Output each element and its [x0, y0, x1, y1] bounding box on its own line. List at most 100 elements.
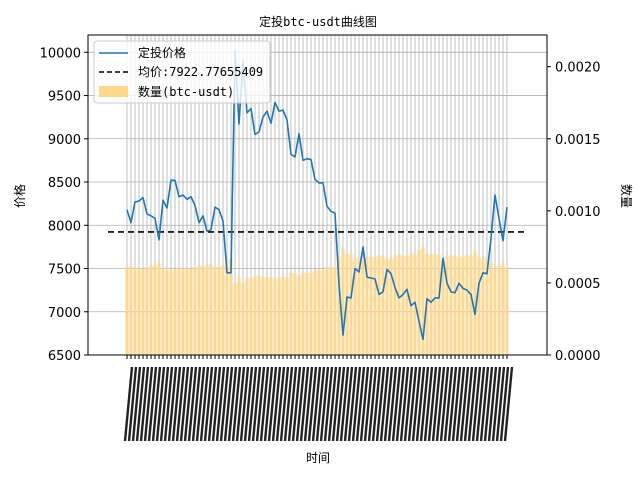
x-tick-label-mark [227, 366, 238, 442]
quantity-bar [325, 267, 329, 355]
quantity-bar [481, 258, 485, 355]
x-tick-label-mark [139, 366, 150, 442]
quantity-bar [461, 255, 465, 355]
quantity-bar [465, 255, 469, 355]
quantity-bar [313, 269, 317, 355]
x-tick-label-mark [131, 366, 142, 442]
x-tick-label-mark [135, 366, 146, 442]
x-tick-label-mark [271, 366, 282, 442]
x-tick-label-mark [235, 366, 246, 442]
x-tick-label-mark [147, 366, 158, 442]
quantity-bar [421, 246, 425, 355]
x-tick-label-mark [503, 366, 514, 442]
x-tick-label-mark [427, 366, 438, 442]
quantity-bar [157, 262, 161, 355]
x-tick-label-mark [287, 366, 298, 442]
x-tick-label-mark [219, 366, 230, 442]
quantity-bar [473, 251, 477, 355]
quantity-bar [501, 262, 505, 355]
x-tick-label-mark [283, 366, 294, 442]
quantity-bar [321, 269, 325, 355]
plot-frame [87, 34, 548, 356]
x-tick-label-mark [211, 366, 222, 442]
y-left-tick-label: 9500 [48, 90, 81, 105]
x-tick-label-mark [263, 366, 274, 442]
quantity-bar [497, 265, 501, 355]
x-tick-label-mark [299, 366, 310, 442]
quantity-bar [273, 278, 277, 355]
y-left-tick-label: 8500 [48, 176, 81, 191]
quantity-bar [197, 265, 201, 355]
quantity-bar [149, 265, 153, 355]
quantity-bar [309, 272, 313, 355]
left-y-axis: 6500 7000 7500 8000 8500 9000 9500 10000 [40, 46, 88, 364]
quantity-bar [389, 258, 393, 355]
quantity-bar [241, 282, 245, 355]
y-right-tick-label: 0.0015 [555, 133, 601, 148]
x-tick-label-mark [327, 366, 338, 442]
x-tick-label-mark [223, 366, 234, 442]
x-tick-label-mark [399, 366, 410, 442]
y-left-tick-label: 9000 [48, 133, 81, 148]
x-tick-label-mark [487, 366, 498, 442]
quantity-bar [253, 275, 257, 355]
quantity-bar [161, 268, 165, 355]
x-tick-label-mark [319, 366, 330, 442]
x-tick-label-mark [207, 366, 218, 442]
x-tick-label-mark [495, 366, 506, 442]
x-tick-label-mark [439, 366, 450, 442]
x-axis [123, 355, 514, 442]
quantity-bar [137, 268, 141, 355]
quantity-bar [429, 254, 433, 355]
x-tick-label-mark [159, 366, 170, 442]
x-tick-label-mark [279, 366, 290, 442]
quantity-bar [237, 277, 241, 355]
quantity-bar [177, 268, 181, 355]
quantity-bar [201, 265, 205, 355]
quantity-bar [365, 256, 369, 355]
x-tick-label-mark [143, 366, 154, 442]
y-right-tick-label: 0.0020 [555, 61, 601, 76]
quantity-bar [213, 267, 217, 355]
quantity-bar [437, 254, 441, 355]
x-tick-label-mark [451, 366, 462, 442]
x-axis-label: 时间 [306, 451, 330, 465]
x-tick-label-mark [383, 366, 394, 442]
x-tick-label-mark [371, 366, 382, 442]
quantity-bar [369, 256, 373, 355]
price-line [126, 49, 508, 341]
x-tick-label-mark [275, 366, 286, 442]
quantity-bar [477, 256, 481, 355]
quantity-bar [449, 255, 453, 355]
y-right-tick-label: 0.0005 [555, 277, 601, 292]
x-tick-label-mark [151, 366, 162, 442]
quantity-bar [293, 272, 297, 355]
quantity-bar [261, 277, 265, 355]
x-tick-label-mark [215, 366, 226, 442]
x-tick-label-mark [351, 366, 362, 442]
quantity-bar [233, 282, 237, 355]
x-tick-label-mark [231, 366, 242, 442]
y-left-tick-label: 8000 [48, 219, 81, 234]
quantity-bar [401, 255, 405, 355]
legend-label-mean: 均价:7922.77655409 [138, 65, 263, 79]
y-right-tick-label: 0.0000 [555, 349, 601, 364]
x-tick-label-mark [311, 366, 322, 442]
quantity-bar [165, 267, 169, 355]
quantity-bar [393, 255, 397, 355]
quantity-bar [257, 275, 261, 355]
x-tick-label-mark [195, 366, 206, 442]
quantity-bar [453, 255, 457, 355]
x-tick-label-mark [171, 366, 182, 442]
quantity-bar [361, 261, 365, 355]
x-tick-label-mark [435, 366, 446, 442]
y-right-tick-label: 0.0010 [555, 205, 601, 220]
quantity-bar [357, 258, 361, 355]
y-left-tick-label: 6500 [48, 349, 81, 364]
quantity-bar [381, 255, 385, 355]
x-tick-label-mark [183, 366, 194, 442]
chart-title: 定投btc-usdt曲线图 [259, 14, 377, 29]
x-tick-label-mark [255, 366, 266, 442]
x-tick-label-mark [203, 366, 214, 442]
